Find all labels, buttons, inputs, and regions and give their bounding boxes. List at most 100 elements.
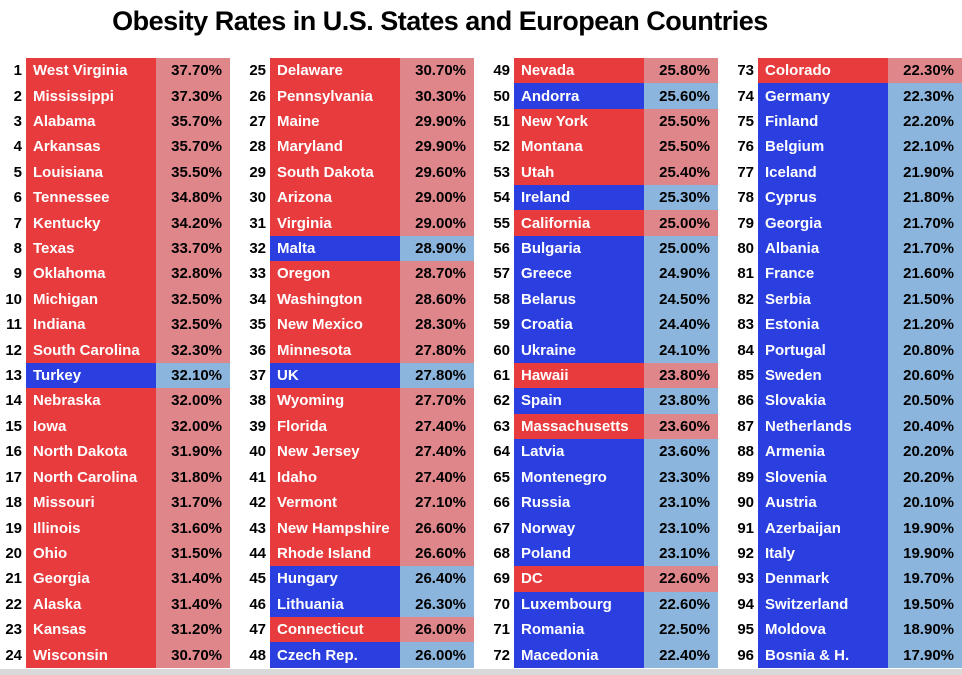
table-column-2: 25 Delaware 30.70% 26 Pennsylvania 30.30% 27 Ma…: [246, 58, 474, 668]
name-cell: Kentucky: [26, 210, 156, 236]
name-cell: New Hampshire: [270, 515, 400, 541]
rank-cell: 54: [490, 185, 514, 211]
value-cell: 24.40%: [644, 312, 718, 338]
table-row: 78 Cyprus 21.80%: [734, 185, 962, 211]
rank-cell: 64: [490, 439, 514, 465]
value-cell: 32.80%: [156, 261, 230, 287]
value-cell: 29.00%: [400, 210, 474, 236]
value-cell: 32.30%: [156, 337, 230, 363]
table-row: 44 Rhode Island 26.60%: [246, 540, 474, 567]
rank-cell: 5: [2, 159, 26, 186]
table-row: 10 Michigan 32.50%: [2, 286, 230, 313]
table-row: 69 DC 22.60%: [490, 566, 718, 592]
name-cell: Moldova: [758, 616, 888, 643]
name-cell: Tennessee: [26, 185, 156, 211]
table-row: 39 Florida 27.40%: [246, 413, 474, 440]
value-cell: 23.80%: [644, 388, 718, 414]
value-cell: 32.50%: [156, 312, 230, 338]
value-cell: 29.60%: [400, 159, 474, 186]
rank-cell: 72: [490, 642, 514, 668]
name-cell: Hawaii: [514, 362, 644, 389]
name-cell: Serbia: [758, 286, 888, 313]
value-cell: 26.30%: [400, 591, 474, 617]
rank-cell: 66: [490, 489, 514, 516]
value-cell: 25.50%: [644, 134, 718, 160]
rank-cell: 68: [490, 540, 514, 567]
rank-cell: 95: [734, 616, 758, 643]
name-cell: Poland: [514, 540, 644, 567]
table-row: 29 South Dakota 29.60%: [246, 159, 474, 186]
value-cell: 23.60%: [644, 413, 718, 440]
rank-cell: 42: [246, 489, 270, 516]
rank-cell: 80: [734, 235, 758, 262]
rank-cell: 52: [490, 134, 514, 160]
name-cell: Czech Rep.: [270, 642, 400, 668]
rank-cell: 44: [246, 540, 270, 567]
table-row: 11 Indiana 32.50%: [2, 312, 230, 338]
name-cell: Georgia: [758, 210, 888, 236]
table-row: 41 Idaho 27.40%: [246, 464, 474, 490]
value-cell: 23.10%: [644, 540, 718, 567]
value-cell: 33.70%: [156, 235, 230, 262]
value-cell: 32.00%: [156, 413, 230, 440]
rank-cell: 8: [2, 235, 26, 262]
rank-cell: 7: [2, 210, 26, 236]
table-row: 28 Maryland 29.90%: [246, 134, 474, 160]
rank-cell: 34: [246, 286, 270, 313]
name-cell: South Carolina: [26, 337, 156, 363]
value-cell: 20.40%: [888, 413, 962, 440]
name-cell: Hungary: [270, 566, 400, 592]
table-row: 79 Georgia 21.70%: [734, 210, 962, 236]
table-row: 87 Netherlands 20.40%: [734, 413, 962, 440]
rank-cell: 17: [2, 464, 26, 490]
table-row: 63 Massachusetts 23.60%: [490, 413, 718, 440]
name-cell: West Virginia: [26, 58, 156, 84]
value-cell: 28.30%: [400, 312, 474, 338]
table-row: 7 Kentucky 34.20%: [2, 210, 230, 236]
name-cell: New Mexico: [270, 312, 400, 338]
rank-cell: 59: [490, 312, 514, 338]
name-cell: South Dakota: [270, 159, 400, 186]
table-row: 54 Ireland 25.30%: [490, 185, 718, 211]
name-cell: Belarus: [514, 286, 644, 313]
table-row: 94 Switzerland 19.50%: [734, 591, 962, 617]
table-row: 8 Texas 33.70%: [2, 235, 230, 262]
value-cell: 22.60%: [644, 566, 718, 592]
rank-cell: 18: [2, 489, 26, 516]
table-row: 14 Nebraska 32.00%: [2, 388, 230, 414]
table-row: 80 Albania 21.70%: [734, 235, 962, 262]
rank-cell: 28: [246, 134, 270, 160]
table-row: 21 Georgia 31.40%: [2, 566, 230, 592]
value-cell: 22.60%: [644, 591, 718, 617]
rank-cell: 75: [734, 108, 758, 135]
rank-cell: 93: [734, 566, 758, 592]
rank-cell: 36: [246, 337, 270, 363]
name-cell: Luxembourg: [514, 591, 644, 617]
rank-cell: 82: [734, 286, 758, 313]
name-cell: Arkansas: [26, 134, 156, 160]
value-cell: 35.50%: [156, 159, 230, 186]
table-row: 16 North Dakota 31.90%: [2, 439, 230, 465]
table-row: 47 Connecticut 26.00%: [246, 616, 474, 643]
table-row: 85 Sweden 20.60%: [734, 362, 962, 389]
table-row: 12 South Carolina 32.30%: [2, 337, 230, 363]
table-row: 86 Slovakia 20.50%: [734, 388, 962, 414]
name-cell: Nebraska: [26, 388, 156, 414]
value-cell: 21.50%: [888, 286, 962, 313]
rank-cell: 47: [246, 616, 270, 643]
table-row: 15 Iowa 32.00%: [2, 413, 230, 440]
value-cell: 26.60%: [400, 540, 474, 567]
name-cell: Portugal: [758, 337, 888, 363]
value-cell: 28.70%: [400, 261, 474, 287]
rank-cell: 56: [490, 235, 514, 262]
table-row: 23 Kansas 31.20%: [2, 616, 230, 643]
name-cell: Malta: [270, 235, 400, 262]
rank-cell: 85: [734, 362, 758, 389]
name-cell: Missouri: [26, 489, 156, 516]
value-cell: 27.40%: [400, 413, 474, 440]
table-row: 38 Wyoming 27.70%: [246, 388, 474, 414]
name-cell: Minnesota: [270, 337, 400, 363]
table-row: 13 Turkey 32.10%: [2, 362, 230, 389]
rank-cell: 14: [2, 388, 26, 414]
name-cell: Armenia: [758, 439, 888, 465]
